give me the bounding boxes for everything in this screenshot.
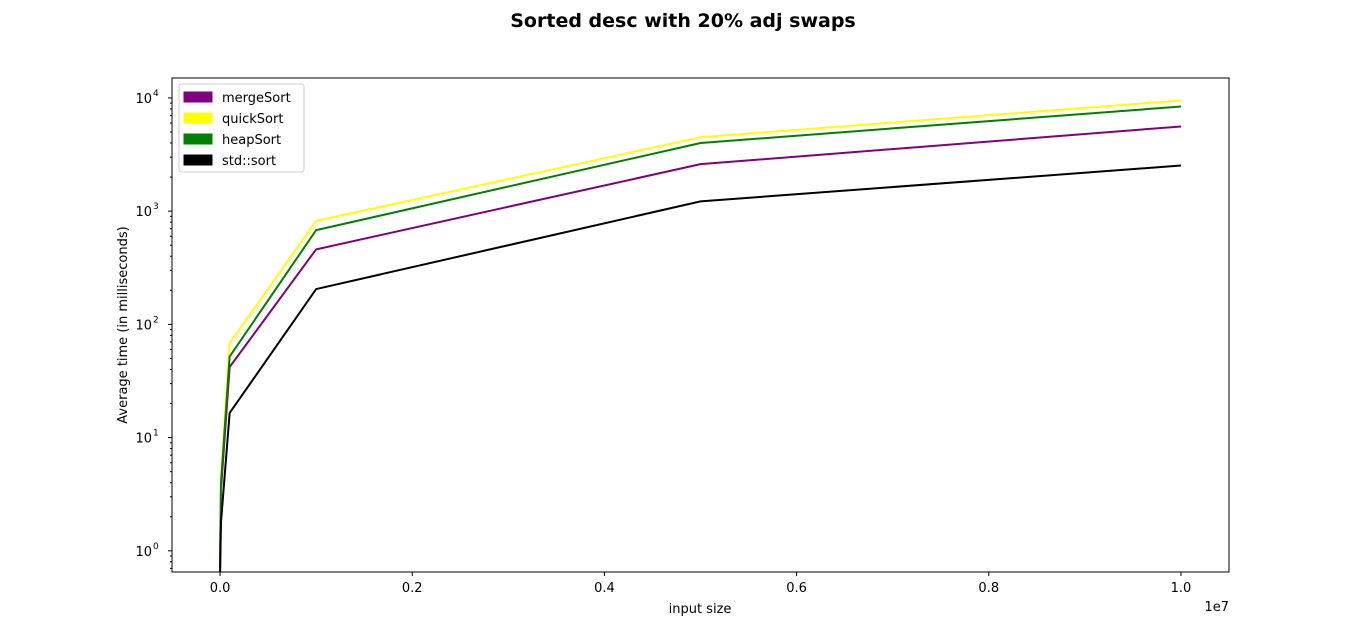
x-tick-label: 0.4 [594, 581, 615, 596]
legend-swatch [183, 91, 213, 103]
x-tick-label: 0.2 [402, 581, 423, 596]
y-tick-exponent: 2 [153, 315, 159, 325]
y-tick-label: 10 [135, 205, 152, 220]
x-tick-label: 0.6 [786, 581, 807, 596]
y-tick-label: 10 [135, 318, 152, 333]
legend-label: heapSort [222, 133, 281, 148]
x-axis: 0.0 0.2 0.4 0.6 0.8 1.0 [210, 572, 1192, 596]
legend-swatch [183, 133, 213, 145]
y-tick-exponent: 4 [153, 89, 159, 99]
x-tick-label: 0.8 [978, 581, 999, 596]
legend-label: mergeSort [222, 91, 291, 106]
y-tick-exponent: 0 [153, 542, 159, 552]
legend-label: std::sort [222, 154, 276, 169]
plot-area [171, 77, 1230, 573]
y-tick-label: 10 [135, 432, 152, 447]
x-axis-offset-label: 1e7 [1204, 600, 1229, 615]
series-line-quicksort [219, 99, 1182, 565]
legend-box [178, 83, 305, 173]
series-line-std--sort [219, 164, 1182, 572]
x-tick-label: 1.0 [1171, 581, 1192, 596]
x-tick-label: 0.0 [210, 581, 231, 596]
y-tick-exponent: 1 [153, 429, 159, 439]
legend-label: quickSort [222, 112, 283, 127]
legend-swatch [183, 154, 213, 166]
x-axis-label: input size [669, 602, 732, 617]
y-tick-label: 10 [135, 92, 152, 107]
series-line-mergesort [219, 125, 1182, 569]
plot-frame [171, 77, 1230, 573]
chart-title: Sorted desc with 20% adj swaps [510, 10, 856, 32]
y-tick-exponent: 3 [153, 202, 159, 212]
legend-swatch [183, 112, 213, 124]
y-axis-label: Average time (in milliseconds) [116, 226, 131, 423]
y-tick-label: 10 [135, 545, 152, 560]
